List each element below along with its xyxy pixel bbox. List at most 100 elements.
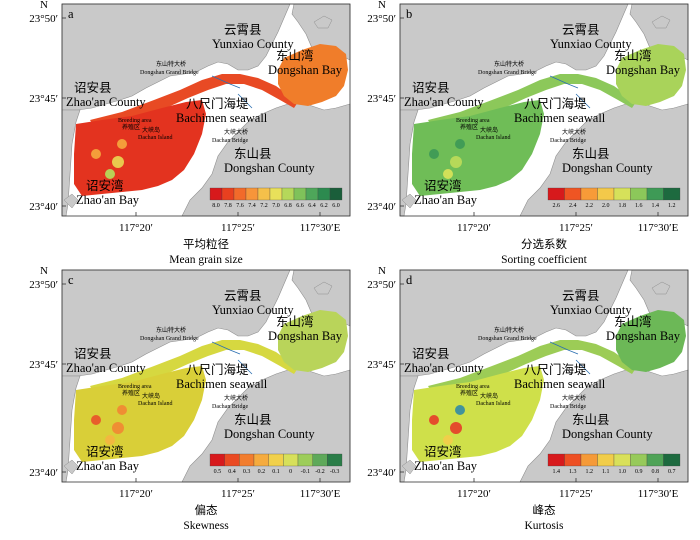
value-surface <box>74 44 348 196</box>
caption-cn: 分选系数 <box>521 237 567 251</box>
legend-tick-label: 1.6 <box>635 203 643 209</box>
value-surface <box>412 44 686 196</box>
value-spot <box>105 435 115 445</box>
panel-letter: c <box>68 273 74 287</box>
label-yunxiao-en: Yunxiao County <box>212 303 294 317</box>
value-spot <box>105 169 115 179</box>
legend-swatch <box>580 187 598 201</box>
legend-tick-label: 0.2 <box>258 469 266 475</box>
label-breeding-en: Breeding area <box>456 384 490 390</box>
legend-swatch <box>312 453 328 467</box>
label-dachan-island-cn: 大峡岛 <box>142 392 160 400</box>
caption-en: Mean grain size <box>169 254 242 266</box>
land-yunxiao <box>399 269 629 377</box>
axes: N 23°50′ 23°45′ 23°40′ 117°20′ 117°25′ 117°30′… <box>29 265 340 500</box>
label-dongshanbay-cn: 东山湾 <box>614 314 652 329</box>
legend-tick-label: 8.0 <box>212 203 220 209</box>
legend-swatch <box>613 453 631 467</box>
lon-tick-label: 117°25′ <box>559 222 593 234</box>
island-northeast <box>313 15 333 29</box>
bridge-line <box>211 75 241 89</box>
label-breeding-cn: 养殖区 <box>122 389 140 397</box>
north-label: N <box>40 265 48 277</box>
label-zhaoan-county-en: Zhao'an County <box>66 361 146 375</box>
lat-tick-label: 23°40′ <box>29 201 58 213</box>
label-dachan-island-cn: 大峡岛 <box>142 126 160 134</box>
label-dachan-island-en: Dachan Island <box>476 401 511 407</box>
lat-tick-label: 23°40′ <box>367 201 396 213</box>
map-frame <box>61 269 351 483</box>
label-dachan-bridge-cn: 大峡大桥 <box>224 394 248 402</box>
value-spot <box>112 422 124 434</box>
label-dongshanbay-en: Dongshan Bay <box>268 63 343 77</box>
label-yunxiao-en: Yunxiao County <box>550 303 632 317</box>
legend-swatch <box>233 187 247 201</box>
legend-tick-label: 2.2 <box>586 203 594 209</box>
legend-tick-label: 6.2 <box>320 203 328 209</box>
label-bachimen-en: Bachimen seawall <box>176 111 268 125</box>
map-frame <box>399 3 689 217</box>
lat-tick-label: 23°45′ <box>367 93 396 105</box>
legend-tick-label: 1.2 <box>586 469 594 475</box>
legend-swatch <box>329 187 343 201</box>
value-spot <box>112 156 124 168</box>
island-southwest <box>63 459 79 475</box>
seawall-line <box>237 359 253 375</box>
label-dachan-island-en: Dachan Island <box>138 401 173 407</box>
island-southwest <box>401 193 417 209</box>
label-grand-bridge-cn: 东山特大桥 <box>156 326 186 334</box>
land-layer <box>399 3 689 217</box>
legend-swatch <box>613 187 631 201</box>
legend-tick-label: 7.2 <box>260 203 268 209</box>
map-frame <box>399 269 689 483</box>
lat-tick-label: 23°50′ <box>29 13 58 25</box>
legend-swatch <box>305 187 319 201</box>
axes: N 23°50′ 23°45′ 23°40′ 117°20′ 117°25′ 117°30′… <box>29 0 340 234</box>
label-dongshan-county-en: Dongshan County <box>224 427 315 441</box>
legend-swatch <box>283 453 299 467</box>
land-yunxiao <box>61 269 291 377</box>
caption-cn: 偏态 <box>195 503 218 517</box>
legend-swatch <box>257 187 271 201</box>
label-zhaoan-bay-cn: 诏安湾 <box>86 178 124 193</box>
legend-tick-label: 6.6 <box>296 203 304 209</box>
label-dongshan-county-en: Dongshan County <box>224 161 315 175</box>
label-bachimen-en: Bachimen seawall <box>176 377 268 391</box>
label-zhaoan-county-en: Zhao'an County <box>404 95 484 109</box>
label-bachimen-en: Bachimen seawall <box>514 377 606 391</box>
label-yunxiao-cn: 云霄县 <box>224 23 262 37</box>
island-northeast <box>651 281 671 295</box>
lon-tick-label: 117°25′ <box>221 488 255 500</box>
label-yunxiao-en: Yunxiao County <box>550 37 632 51</box>
legend-tick-label: 0.1 <box>272 469 280 475</box>
label-dongshan-county-en: Dongshan County <box>562 161 653 175</box>
legend-swatch <box>268 453 284 467</box>
land-yunxiao <box>399 3 629 111</box>
label-yunxiao-en: Yunxiao County <box>212 37 294 51</box>
legend-tick-label: 0.5 <box>214 469 222 475</box>
caption-en: Kurtosis <box>525 520 565 532</box>
legend-tick-label: 6.8 <box>284 203 292 209</box>
axes: N 23°50′ 23°45′ 23°40′ 117°20′ 117°25′ 117°30′… <box>367 265 678 500</box>
value-spot <box>455 139 465 149</box>
land-dongshan <box>181 367 351 483</box>
island-northeast <box>651 15 671 29</box>
north-label: N <box>40 0 48 11</box>
value-spot <box>91 415 101 425</box>
label-dachan-bridge-cn: 大峡大桥 <box>562 394 586 402</box>
color-legend: 0.5 0.4 0.3 0.2 0.1 0 -0.1 -0.2 -0.3 <box>209 453 343 475</box>
panel-letter: d <box>406 273 413 287</box>
legend-swatch <box>646 187 664 201</box>
label-dongshanbay-en: Dongshan Bay <box>268 329 343 343</box>
legend-swatch <box>327 453 343 467</box>
label-zhaoan-county-cn: 诏安县 <box>412 80 450 95</box>
bridge-line <box>549 341 579 355</box>
lon-tick-label: 117°30′E <box>300 222 341 234</box>
legend-tick-label: 1.4 <box>652 203 660 209</box>
label-grand-bridge-cn: 东山特大桥 <box>494 326 524 334</box>
label-zhaoan-county-cn: 诏安县 <box>412 346 450 361</box>
seawall-line <box>237 93 253 109</box>
